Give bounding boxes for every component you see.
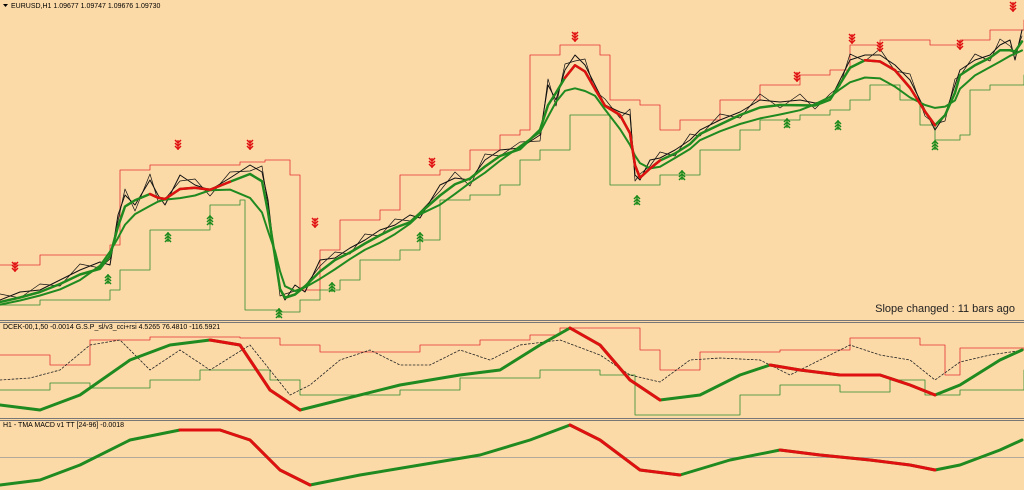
macd-line-down bbox=[568, 423, 682, 477]
osc-dotted bbox=[0, 339, 1024, 396]
indicator-label: H1 - TMA MACD v1 TT [24-96] -0.0018 bbox=[3, 422, 124, 429]
fast-ma-down bbox=[563, 64, 662, 179]
price-line bbox=[0, 29, 1023, 301]
osc-line-down bbox=[568, 326, 662, 402]
osc-line-down bbox=[768, 363, 937, 397]
status-text: Slope changed : 11 bars ago bbox=[875, 303, 1015, 315]
fast-ma-down bbox=[148, 180, 232, 201]
osc-line-down bbox=[208, 338, 302, 412]
symbol-info: EURUSD,H1 1.09677 1.09747 1.09676 1.0973… bbox=[11, 3, 161, 10]
indicator-label: DCEK-00,1,50 -0.0014 G.S.P_sl/v3_cci+rsi… bbox=[3, 324, 220, 331]
osc-lower bbox=[0, 369, 1024, 416]
lower-channel bbox=[0, 74, 1024, 313]
fast-ma-down bbox=[863, 59, 937, 127]
macd-line-down bbox=[778, 448, 937, 472]
macd-line-down bbox=[178, 428, 312, 487]
menu-arrow[interactable] bbox=[3, 4, 8, 7]
slow-ma bbox=[0, 49, 1023, 306]
